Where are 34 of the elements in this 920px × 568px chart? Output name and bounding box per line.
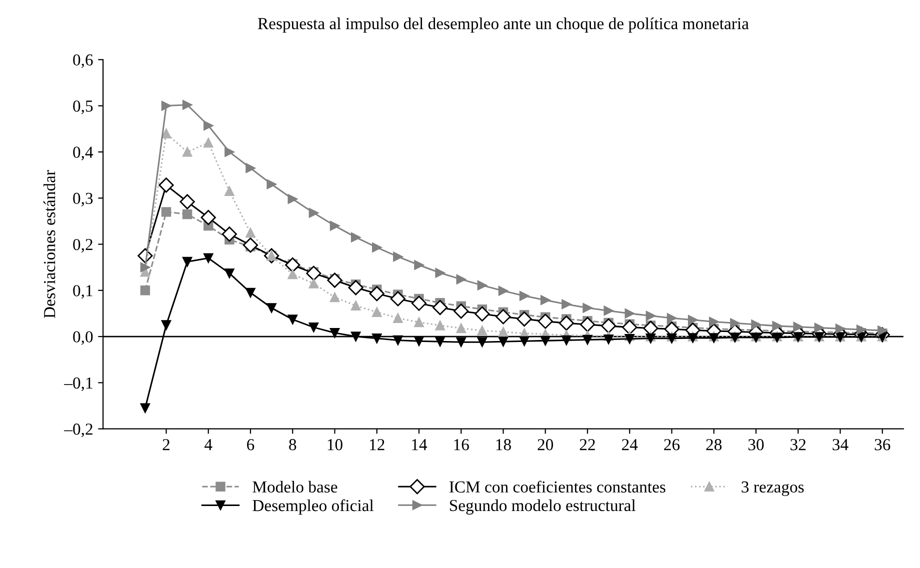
x-tick-label: 22 xyxy=(580,439,595,450)
x-tick-label: 26 xyxy=(664,439,680,450)
legend-label: ICM con coeficientes constantes xyxy=(449,480,666,493)
y-tick-label: 0,4 xyxy=(73,146,94,160)
x-tick-label: 4 xyxy=(204,439,212,450)
x-tick-label: 8 xyxy=(289,439,296,450)
legend-label: Desempleo oficial xyxy=(252,499,374,515)
y-tick-label: –0,1 xyxy=(64,377,92,392)
y-tick-label: 0,0 xyxy=(73,331,93,345)
y-tick-label: 0,3 xyxy=(73,192,93,206)
x-tick-label: 20 xyxy=(538,439,554,450)
x-tick-label: 2 xyxy=(162,439,170,450)
x-tick-label: 36 xyxy=(874,439,890,450)
x-tick-label: 12 xyxy=(370,439,384,450)
x-tick-label: 30 xyxy=(748,439,764,450)
x-tick-label: 6 xyxy=(247,439,254,450)
x-tick-label: 34 xyxy=(832,439,848,450)
legend-label: Segundo modelo estructural xyxy=(450,499,636,515)
x-tick-label: 28 xyxy=(706,439,722,450)
x-tick-label: 18 xyxy=(496,439,511,450)
legend-label: 3 rezagos xyxy=(742,481,804,496)
legend-label: Modelo base xyxy=(252,480,338,493)
y-tick-label: 0,5 xyxy=(73,100,93,114)
x-tick-label: 24 xyxy=(622,439,638,450)
y-tick-label: 0,1 xyxy=(73,285,92,299)
chart-title: Respuesta al impulso del desempleo ante un choque de política monetaria xyxy=(258,17,749,33)
x-tick-label: 16 xyxy=(454,439,469,450)
y-tick-label: –0,2 xyxy=(64,424,92,438)
y-tick-label: 0,6 xyxy=(73,54,93,68)
x-tick-label: 14 xyxy=(412,439,428,450)
x-tick-label: 32 xyxy=(790,439,806,450)
x-tick-label: 10 xyxy=(328,439,342,450)
y-axis-title: Desviaciones estándar xyxy=(43,170,56,318)
y-tick-label: 0,2 xyxy=(73,238,92,253)
